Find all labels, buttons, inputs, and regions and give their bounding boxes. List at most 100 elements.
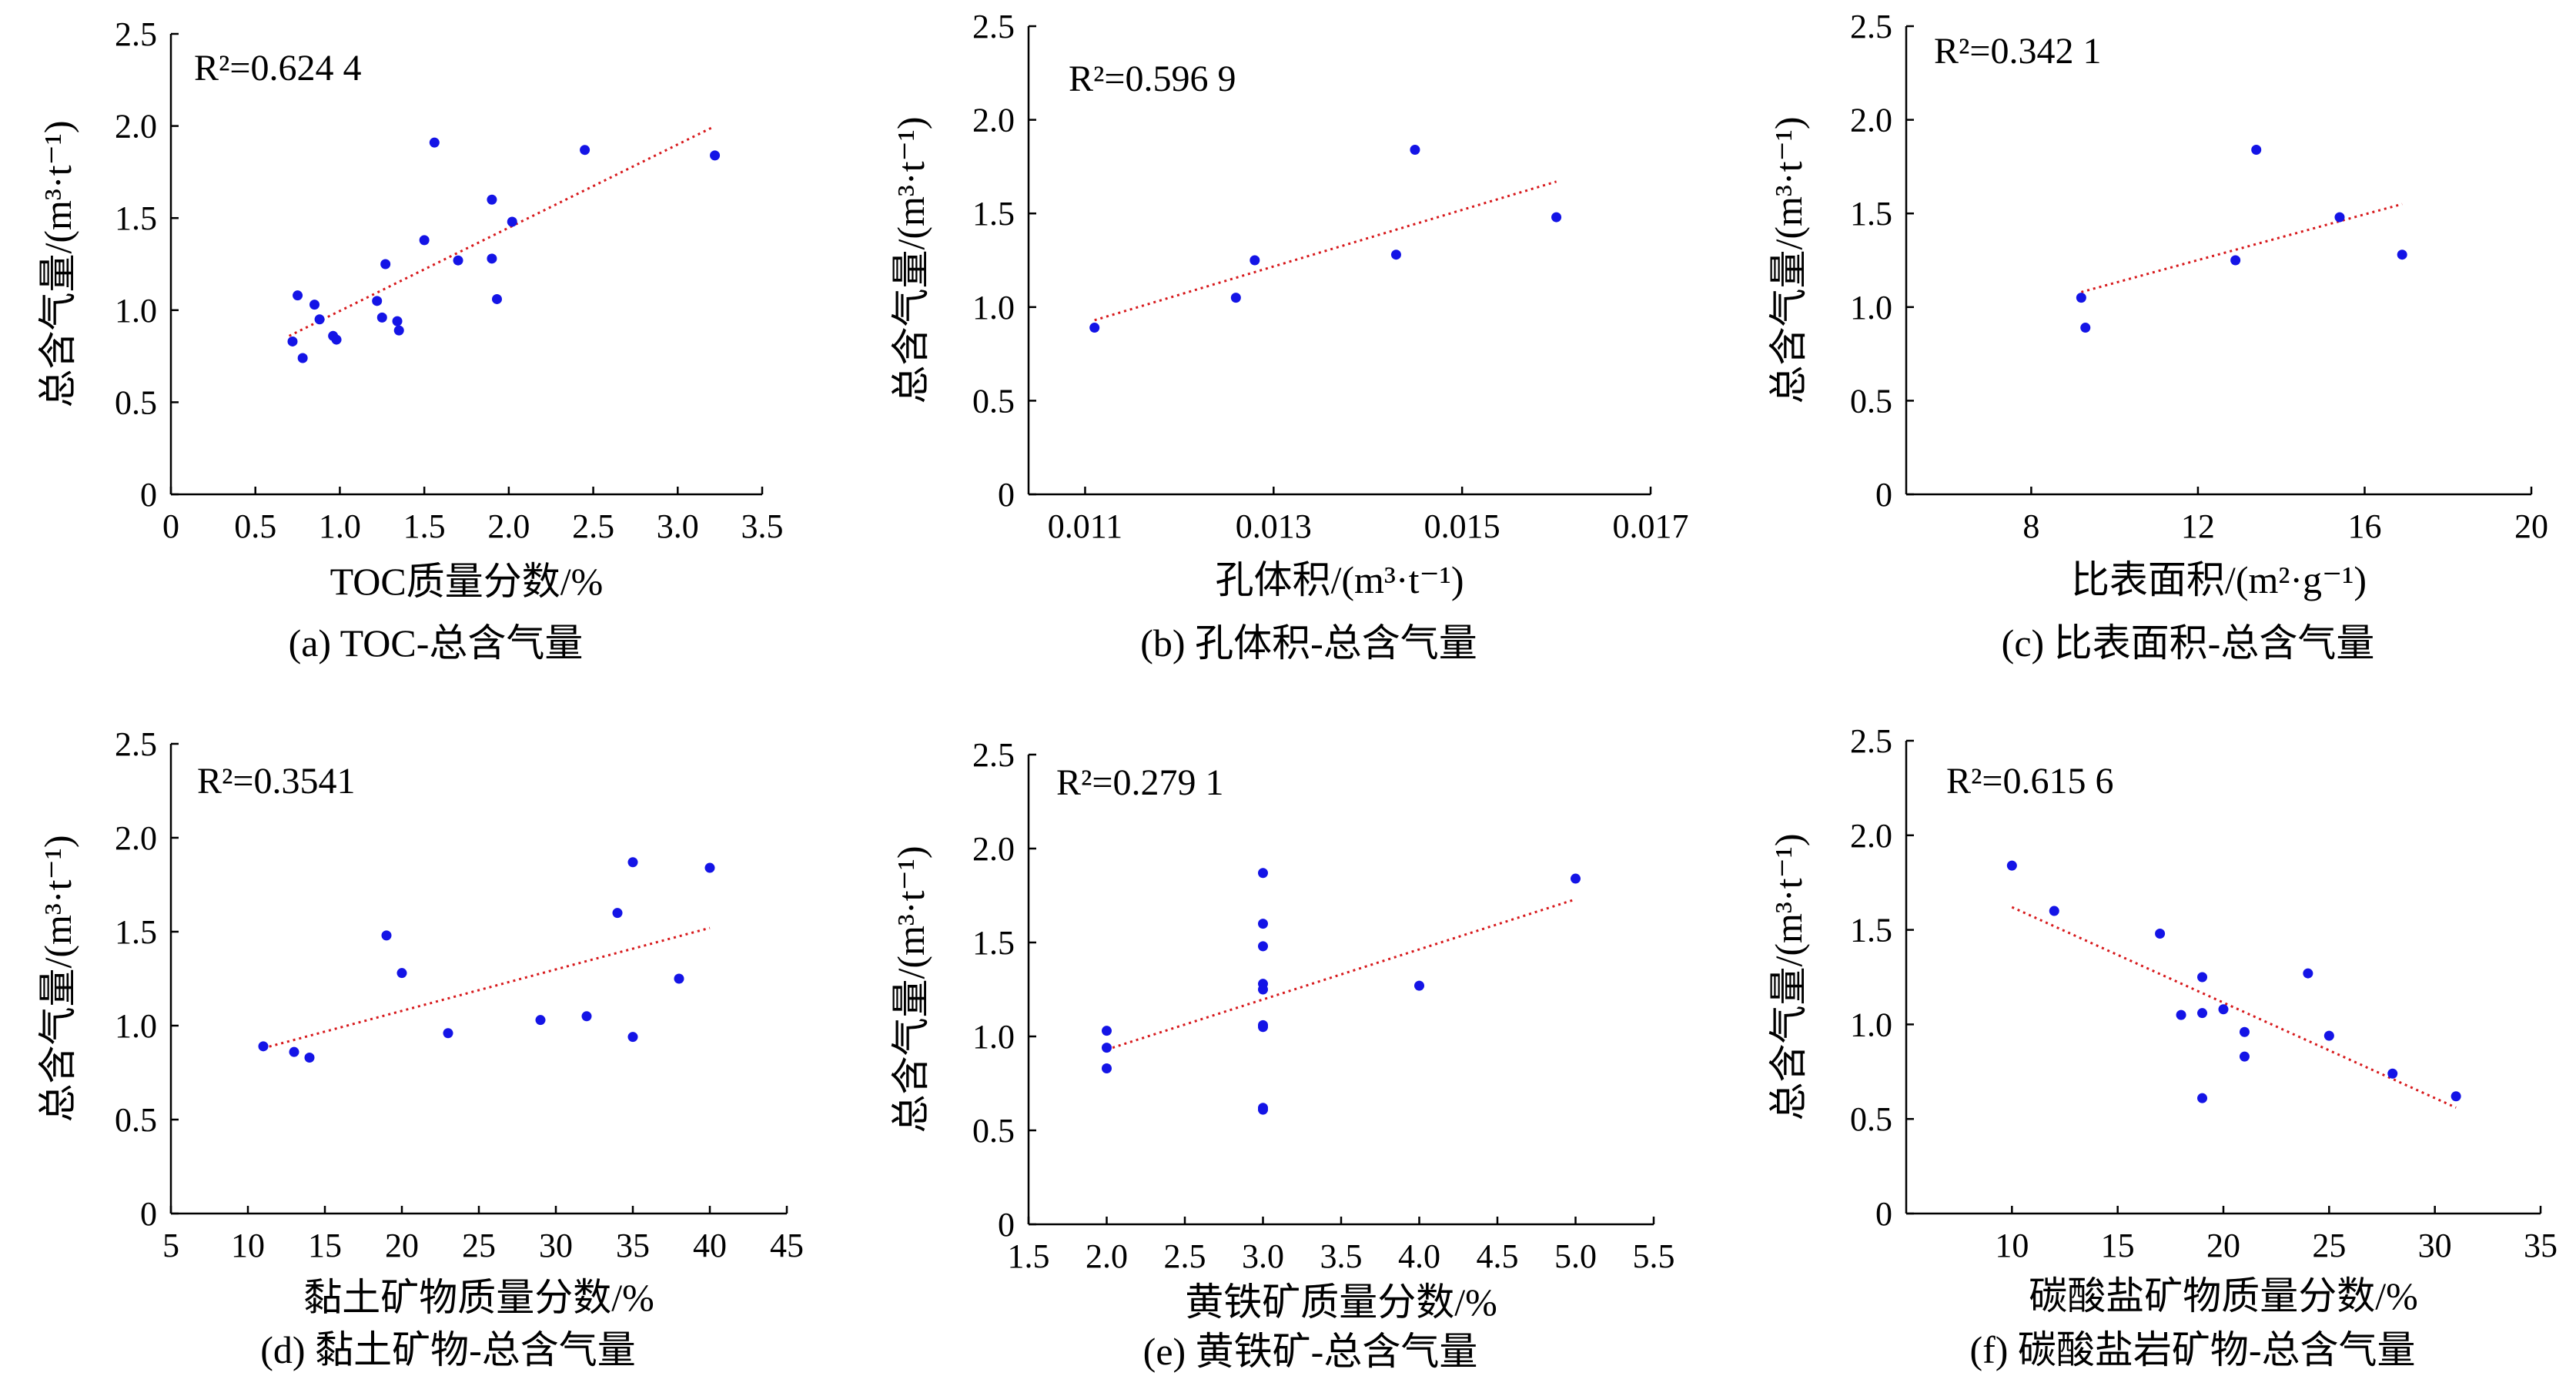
data-point [704, 862, 715, 873]
data-point [2397, 249, 2407, 260]
y-tick-label: 2.0 [115, 108, 157, 146]
y-tick-label: 0.5 [115, 1101, 157, 1139]
data-point [258, 1041, 269, 1052]
x-axis-title: 黄铁矿质量分数/% [1185, 1281, 1497, 1324]
data-point [487, 194, 497, 205]
data-point [331, 334, 342, 345]
data-point [429, 137, 440, 148]
data-point [2197, 972, 2208, 983]
data-point [2076, 293, 2086, 303]
x-tick-label: 35 [616, 1227, 650, 1264]
x-tick-label: 35 [2524, 1227, 2558, 1264]
data-point [309, 300, 320, 310]
x-tick-label: 2.5 [572, 507, 614, 545]
trend-line [263, 926, 711, 1050]
data-point [376, 312, 387, 323]
data-point [2251, 145, 2262, 156]
x-tick-label: 4.5 [1477, 1237, 1519, 1275]
y-axis-title: 总含气量/(m³·t⁻¹) [36, 835, 79, 1123]
chart-panel-e: 1.5 2.0 2.5 3.0 3.5 4.0 4.5 5.0 5.5 0 0.5 1.0 1.5 2.0… [889, 736, 1675, 1373]
y-tick-label: 2.5 [972, 8, 1015, 45]
x-tick-label: 16 [2347, 507, 2381, 545]
panel-caption: (a) TOC-总含气量 [289, 621, 584, 665]
trend-line [1094, 180, 1557, 322]
y-tick-label: 0 [140, 476, 157, 514]
y-tick-label: 0.5 [1850, 1100, 1892, 1138]
data-point [1258, 919, 1268, 929]
data-point [1258, 984, 1268, 995]
y-axis-title: 总含气量/(m³·t⁻¹) [1767, 834, 1810, 1121]
y-tick-label: 0.5 [972, 1112, 1015, 1150]
y-tick-label: 2.5 [1850, 8, 1892, 45]
data-point [491, 293, 502, 304]
x-tick-label: 10 [231, 1227, 265, 1264]
y-tick-label: 2.0 [972, 830, 1015, 868]
x-tick-label: 8 [2022, 507, 2039, 545]
x-tick-label: 3.5 [741, 507, 784, 545]
data-point [393, 325, 404, 336]
data-point [1089, 323, 1100, 333]
x-tick-label: 40 [693, 1227, 727, 1264]
panel-caption: (c) 比表面积-总含气量 [2002, 621, 2375, 665]
y-tick-label: 0 [1875, 476, 1892, 514]
x-tick-label: 3.0 [1242, 1237, 1284, 1275]
x-tick-label: 10 [1995, 1227, 2029, 1264]
x-axis-title: TOC质量分数/% [330, 560, 604, 603]
data-point [1102, 1063, 1112, 1073]
data-point [627, 1032, 638, 1043]
data-point [2049, 906, 2059, 916]
x-tick-label: 20 [2206, 1227, 2240, 1264]
x-tick-label: 1.5 [403, 507, 446, 545]
x-axis-title: 孔体积/(m³·t⁻¹) [1216, 558, 1464, 601]
data-point [2239, 1026, 2250, 1037]
y-tick-label: 2.5 [115, 725, 157, 763]
x-tick-label: 0.5 [234, 507, 276, 545]
trend-line [288, 126, 712, 337]
data-point [381, 930, 392, 941]
x-tick-label: 3.0 [657, 507, 699, 545]
x-tick-label: 20 [385, 1227, 419, 1264]
data-point [580, 145, 590, 156]
y-tick-label: 1.5 [972, 924, 1015, 962]
data-point [507, 216, 517, 227]
data-point [1258, 1022, 1268, 1033]
y-tick-label: 1.0 [972, 289, 1015, 326]
data-point [2197, 1008, 2208, 1019]
panel-caption: (b) 孔体积-总含气量 [1140, 621, 1477, 665]
y-tick-label: 1.0 [972, 1018, 1015, 1056]
data-point [1258, 941, 1268, 952]
data-point [2197, 1093, 2208, 1103]
x-tick-label: 2.5 [1164, 1237, 1206, 1275]
data-point [2387, 1068, 2398, 1079]
data-point [2239, 1051, 2250, 1062]
data-point [1102, 1026, 1112, 1036]
data-point [314, 314, 325, 325]
y-axis-title: 总含气量/(m³·t⁻¹) [889, 846, 932, 1133]
y-tick-label: 0 [140, 1195, 157, 1233]
data-point [2323, 1030, 2334, 1041]
y-tick-label: 0.5 [972, 382, 1015, 420]
x-tick-label: 3.5 [1320, 1237, 1363, 1275]
data-point [487, 253, 497, 264]
data-point [396, 968, 407, 979]
r-squared-label: R²=0.342 1 [1934, 31, 2101, 72]
data-point [710, 150, 721, 161]
data-point [1250, 255, 1260, 266]
x-tick-label: 1.0 [319, 507, 361, 545]
r-squared-label: R²=0.3541 [197, 761, 355, 802]
y-tick-label: 1.0 [1850, 289, 1892, 326]
data-point [1102, 1043, 1112, 1053]
y-tick-label: 0 [998, 1206, 1015, 1244]
panel-caption: (d) 黏土矿物-总含气量 [260, 1328, 635, 1371]
x-tick-label: 25 [462, 1227, 496, 1264]
y-tick-label: 1.0 [1850, 1006, 1892, 1043]
data-point [2176, 1009, 2186, 1020]
x-axis-title: 黏土矿物质量分数/% [303, 1276, 654, 1319]
x-tick-label: 4.0 [1398, 1237, 1440, 1275]
y-tick-label: 1.0 [115, 1007, 157, 1045]
trend-line [1106, 898, 1576, 1051]
x-tick-label: 5.5 [1633, 1237, 1675, 1275]
data-point [380, 259, 391, 270]
x-tick-label: 2.0 [487, 507, 530, 545]
data-point [419, 235, 430, 246]
